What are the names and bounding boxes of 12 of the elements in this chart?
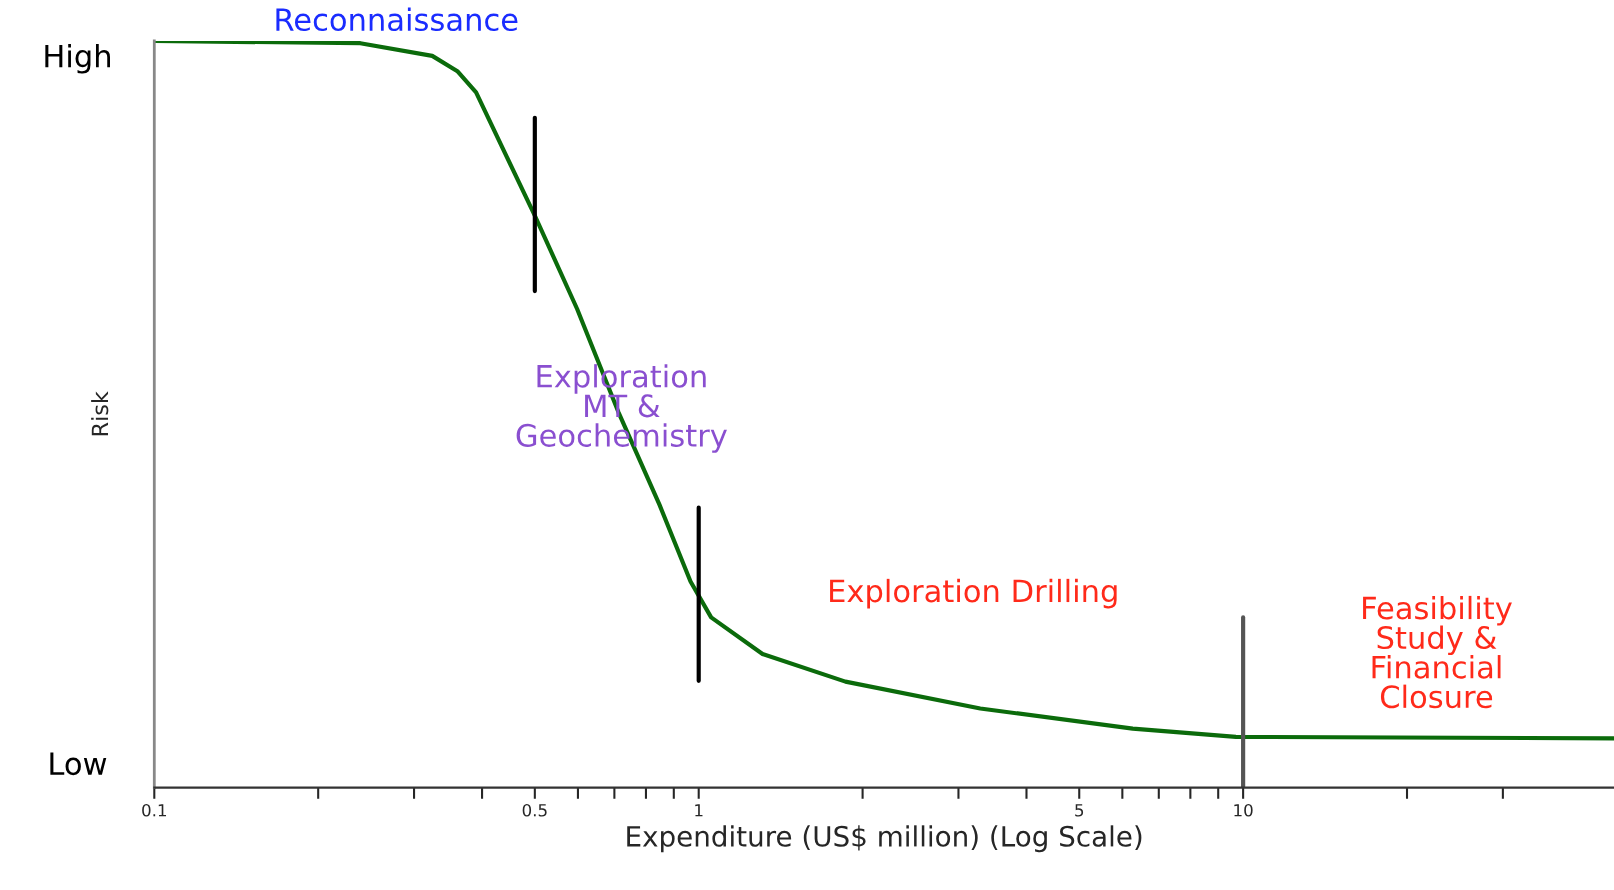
y-axis-title: Risk	[91, 391, 109, 436]
x-tick-label: 0.1	[142, 803, 167, 817]
text: High	[45, 43, 110, 74]
annotation: Exploration Drilling	[830, 578, 1117, 609]
text: Low	[50, 752, 107, 776]
x-tick-label: 5	[1075, 804, 1084, 817]
annotation: Feasibility Study & Financial Closure	[1363, 595, 1512, 709]
text: Reconnaissance	[276, 7, 518, 32]
x-tick-label: 1	[695, 804, 703, 817]
x-axis-title: Expenditure (US$ million) (Log Scale)	[627, 825, 1142, 853]
x-tick-label: 10	[1234, 803, 1253, 817]
x-tick-label: 0.5	[522, 803, 547, 817]
